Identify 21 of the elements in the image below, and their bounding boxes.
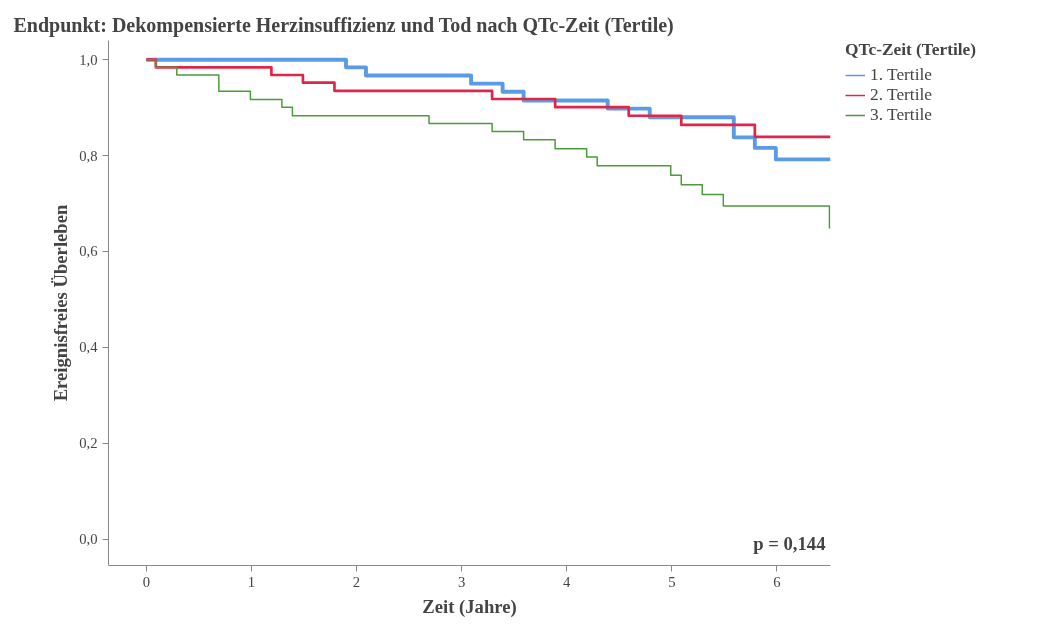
- y-tick-label: 1,0: [79, 51, 98, 68]
- chart-title: Endpunkt: Dekompensierte Herzinsuffizienz und Tod nach QTc-Zeit (Tertile): [13, 13, 674, 37]
- y-tick-label: 0,4: [79, 339, 99, 356]
- x-tick-label: 2: [352, 573, 361, 590]
- x-tick-label: 1: [247, 573, 256, 590]
- y-tick-label: 0,8: [79, 147, 98, 164]
- x-axis-title: Zeit (Jahre): [422, 595, 517, 618]
- y-tick-label: 0,2: [79, 435, 98, 452]
- x-tick-label: 0: [142, 573, 150, 590]
- legend-label: 1. Tertile: [870, 65, 932, 85]
- x-tick-label: 5: [668, 573, 676, 590]
- legend-title: QTc-Zeit (Tertile): [845, 40, 977, 60]
- y-tick-label: 0,6: [79, 243, 98, 260]
- x-tick-label: 3: [457, 573, 466, 590]
- x-tick-label: 6: [773, 573, 781, 590]
- y-tick-label: 0,0: [79, 531, 98, 548]
- legend-label: 3. Tertile: [870, 105, 932, 125]
- y-axis-title: Ereignisfreies Überleben: [50, 204, 72, 402]
- x-tick-label: 4: [563, 573, 572, 590]
- legend-label: 2. Tertile: [870, 85, 932, 105]
- annotation: p = 0,144: [753, 532, 826, 554]
